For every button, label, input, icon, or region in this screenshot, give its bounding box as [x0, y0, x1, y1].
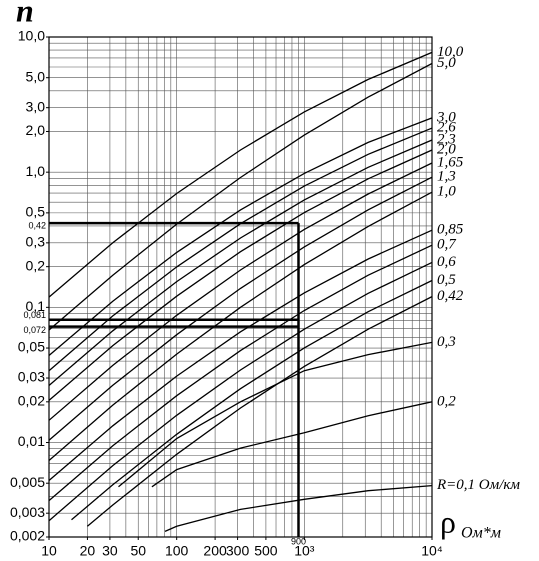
- curve: [164, 484, 432, 532]
- y-tick-label: 0,002: [10, 528, 45, 544]
- curve-label: 0,42: [437, 288, 464, 304]
- curve: [86, 296, 432, 527]
- y-tick-label: 0,3: [26, 234, 46, 250]
- curve: [49, 176, 432, 441]
- x-tick-label: 50: [130, 543, 146, 559]
- curve-label: 1,65: [437, 154, 464, 170]
- curve: [49, 62, 432, 331]
- curve-label: 2,0: [437, 141, 456, 157]
- plot-frame: [48, 36, 433, 538]
- curve: [49, 127, 432, 372]
- curve-label: 0,6: [437, 254, 456, 270]
- y-tick-label: 0,1: [26, 298, 46, 314]
- y-tick-label: 0,03: [18, 369, 45, 385]
- curve-label: 10,0: [437, 44, 464, 60]
- x-tick-label: 10: [41, 543, 57, 559]
- reference-label-x: 900: [291, 536, 306, 546]
- x-axis-unit: Ом*м: [461, 525, 501, 542]
- curve: [49, 51, 432, 298]
- curve-label: 1,0: [437, 184, 456, 200]
- y-axis-label: n: [16, 0, 34, 28]
- x-tick-label: 300: [226, 543, 250, 559]
- x-tick-label: 500: [254, 543, 278, 559]
- curve-label: 0,85: [437, 222, 464, 238]
- curve: [49, 149, 432, 401]
- curve-label: 5,0: [437, 55, 456, 71]
- x-tick-label: 100: [165, 543, 189, 559]
- curves: [49, 51, 432, 532]
- y-tick-label: 3,0: [26, 98, 46, 114]
- curve: [49, 261, 432, 522]
- curve: [49, 139, 432, 386]
- curve: [151, 401, 432, 488]
- curve-label: 2,3: [437, 131, 456, 147]
- curve: [49, 117, 432, 356]
- curve-label: R=0,1 Ом/км: [436, 477, 520, 493]
- curve: [49, 244, 432, 502]
- y-tick-label: 0,01: [18, 433, 45, 449]
- curve-label: 0,5: [437, 272, 456, 288]
- y-tick-label: 5,0: [26, 68, 46, 84]
- x-tick-label: 200: [203, 543, 227, 559]
- reference-label-y: 0,42: [28, 220, 46, 230]
- y-tick-label: 2,0: [26, 122, 46, 138]
- reference-label-y: 0,072: [23, 325, 46, 335]
- curve: [49, 229, 432, 481]
- y-tick-label: 0,05: [18, 339, 45, 355]
- x-axis-label: ρ: [440, 503, 456, 539]
- curve-label: 3,0: [436, 109, 456, 125]
- curve: [118, 341, 432, 488]
- curve-label: 2,6: [437, 119, 456, 135]
- x-tick-label: 10⁴: [421, 543, 443, 559]
- y-tick-label: 0,02: [18, 393, 45, 409]
- x-tick-label: 20: [80, 543, 96, 559]
- curve-label: 0,2: [437, 393, 456, 409]
- y-tick-label: 0,003: [10, 504, 45, 520]
- curve: [49, 191, 432, 461]
- y-tick-label: 10,0: [18, 28, 45, 44]
- y-tick-label: 0,2: [26, 257, 46, 273]
- y-tick-label: 0,005: [10, 474, 45, 490]
- reference-label-y: 0,081: [23, 310, 46, 320]
- curve: [49, 162, 432, 421]
- y-tick-label: 1,0: [26, 163, 46, 179]
- curve: [71, 279, 432, 521]
- curve-label: 1,3: [437, 169, 456, 185]
- curve-label: 0,3: [437, 334, 456, 350]
- curve-label: 0,7: [437, 237, 457, 253]
- y-tick-label: 0,5: [26, 204, 46, 220]
- x-tick-label: 30: [102, 543, 118, 559]
- x-tick-label: 10³: [294, 543, 315, 559]
